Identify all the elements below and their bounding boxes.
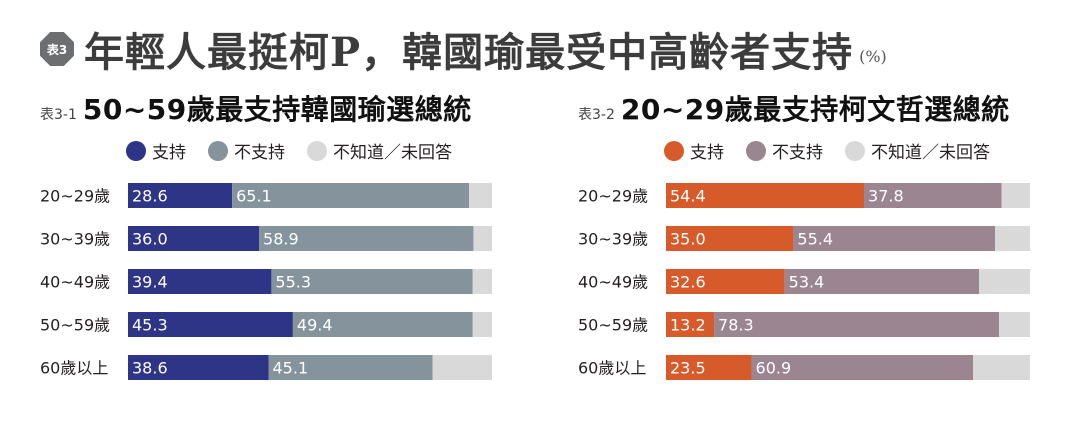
bar-segment-unknown xyxy=(973,355,1030,380)
data-label: 28.6 xyxy=(132,187,168,206)
legend-dot-nonsupport xyxy=(746,140,766,161)
bar-segment-unknown xyxy=(469,183,492,208)
legend-label-unknown: 不知道／未回答 xyxy=(871,143,990,163)
panel-title: 表3-2 20~29歲最支持柯文哲選總統 xyxy=(578,88,1058,128)
stacked-bar-chart-left: 20~29歲 28.6 65.1 30~39歲 36.0 58.9 40~49歲 39.4 55… xyxy=(40,183,492,380)
bar-segment-nonsupport xyxy=(271,269,473,294)
table-code: 表3-1 xyxy=(40,107,77,123)
legend-dot-unknown xyxy=(307,140,327,161)
main-title: 表3 年輕人最挺柯P，韓國瑜最受中高齡者支持 (%) xyxy=(40,20,887,78)
data-label: 53.4 xyxy=(789,273,825,292)
chart-panel-left: 表3-1 50~59歲最支持韓國瑜選總統 支持 不支持 不知道／未回答 20~2… xyxy=(40,88,520,380)
category-label: 30~39歲 xyxy=(578,230,648,249)
data-label: 23.5 xyxy=(670,359,706,378)
bar-segment-support xyxy=(128,183,233,208)
bar-segment-unknown xyxy=(473,226,492,251)
bar-segment-nonsupport xyxy=(292,312,473,337)
bar-segment-nonsupport xyxy=(784,269,980,294)
bar-segment-nonsupport xyxy=(793,226,996,251)
page-title: 年輕人最挺柯P，韓國瑜最受中高齡者支持 xyxy=(84,29,854,76)
category-label: 60歲以上 xyxy=(40,359,108,378)
data-label: 49.4 xyxy=(297,316,333,335)
bar-segment-support xyxy=(128,312,293,337)
data-label: 36.0 xyxy=(132,230,168,249)
data-label: 55.4 xyxy=(797,230,833,249)
data-label: 13.2 xyxy=(670,316,706,335)
legend-item-nonsupport: 不支持 xyxy=(208,138,285,163)
category-label: 20~29歲 xyxy=(40,187,110,206)
data-label: 60.9 xyxy=(756,359,792,378)
bar-segment-support xyxy=(666,183,865,208)
stacked-bar-chart-right: 20~29歲 54.4 37.8 30~39歲 35.0 55.4 40~49歲 32.6 53… xyxy=(578,183,1030,380)
legend-label-nonsupport: 不支持 xyxy=(234,143,285,163)
legend-item-unknown: 不知道／未回答 xyxy=(307,138,452,163)
data-label: 37.8 xyxy=(868,187,904,206)
bar-segment-nonsupport xyxy=(232,183,470,208)
data-label: 58.9 xyxy=(263,230,299,249)
legend-dot-support xyxy=(126,140,146,161)
bar-segment-unknown xyxy=(1001,183,1030,208)
table-code: 表3-2 xyxy=(578,107,615,123)
chart-panel-right: 表3-2 20~29歲最支持柯文哲選總統 支持 不支持 不知道／未回答 20~2… xyxy=(578,88,1058,380)
bar-segment-unknown xyxy=(979,269,1030,294)
legend: 支持 不支持 不知道／未回答 xyxy=(126,138,452,163)
data-label: 39.4 xyxy=(132,273,168,292)
bar-segment-support xyxy=(128,226,260,251)
data-label: 45.1 xyxy=(273,359,309,378)
legend-dot-nonsupport xyxy=(208,140,228,161)
legend-label-support: 支持 xyxy=(690,143,724,163)
chart-title: 50~59歲最支持韓國瑜選總統 xyxy=(82,93,472,126)
bar-segment-support xyxy=(666,269,785,294)
bar-segment-support xyxy=(128,355,269,380)
data-label: 65.1 xyxy=(236,187,272,206)
legend-item-unknown: 不知道／未回答 xyxy=(845,138,990,163)
legend: 支持 不支持 不知道／未回答 xyxy=(664,138,990,163)
legend-label-unknown: 不知道／未回答 xyxy=(333,143,452,163)
panel-title: 表3-1 50~59歲最支持韓國瑜選總統 xyxy=(40,88,520,128)
bar-segment-unknown xyxy=(999,312,1030,337)
bar-segment-nonsupport xyxy=(864,183,1002,208)
data-label: 45.3 xyxy=(132,316,168,335)
bar-segment-support xyxy=(666,226,794,251)
data-label: 32.6 xyxy=(670,273,706,292)
bar-segment-unknown xyxy=(472,312,492,337)
bar-segment-nonsupport xyxy=(751,355,974,380)
bar-segment-unknown xyxy=(432,355,492,380)
bar-segment-nonsupport xyxy=(714,312,1000,337)
data-label: 38.6 xyxy=(132,359,168,378)
category-label: 50~59歲 xyxy=(40,316,110,335)
data-label: 54.4 xyxy=(670,187,706,206)
legend-label-nonsupport: 不支持 xyxy=(772,143,823,163)
table-badge: 表3 xyxy=(40,32,74,66)
bar-segment-support xyxy=(128,269,272,294)
category-label: 60歲以上 xyxy=(578,359,646,378)
data-label: 55.3 xyxy=(275,273,311,292)
legend-item-support: 支持 xyxy=(126,138,186,163)
legend-dot-unknown xyxy=(845,140,865,161)
legend-item-support: 支持 xyxy=(664,138,724,163)
chart-title: 20~29歲最支持柯文哲選總統 xyxy=(620,93,1010,126)
data-label: 35.0 xyxy=(670,230,706,249)
bar-segment-unknown xyxy=(995,226,1030,251)
title-unit: (%) xyxy=(859,46,887,66)
data-label: 78.3 xyxy=(718,316,754,335)
category-label: 40~49歲 xyxy=(578,273,648,292)
category-label: 30~39歲 xyxy=(40,230,110,249)
legend-item-nonsupport: 不支持 xyxy=(746,138,823,163)
bar-segment-unknown xyxy=(472,269,492,294)
legend-dot-support xyxy=(664,140,684,161)
category-label: 40~49歲 xyxy=(40,273,110,292)
bar-segment-nonsupport xyxy=(259,226,474,251)
bar-segment-support xyxy=(666,355,752,380)
bar-segment-support xyxy=(666,312,715,337)
bar-segment-nonsupport xyxy=(268,355,433,380)
category-label: 20~29歲 xyxy=(578,187,648,206)
category-label: 50~59歲 xyxy=(578,316,648,335)
legend-label-support: 支持 xyxy=(152,143,186,163)
